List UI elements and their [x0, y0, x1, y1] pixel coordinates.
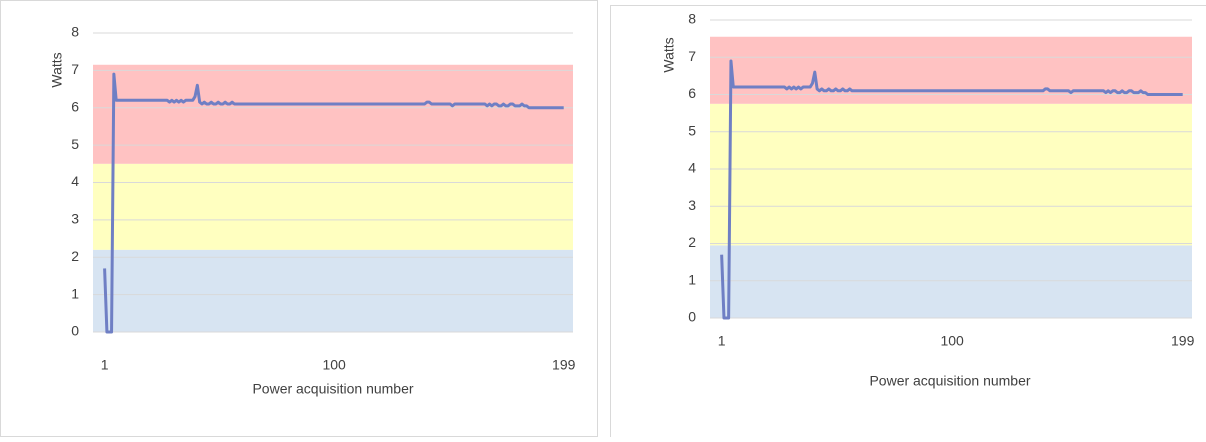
- y-tick-label: 8: [688, 11, 696, 27]
- y-tick-label: 6: [71, 98, 79, 114]
- x-axis-label: Power acquisition number: [869, 373, 1030, 389]
- y-tick-label: 0: [71, 323, 79, 339]
- y-tick-label: 1: [71, 285, 79, 301]
- y-axis-label: Watts: [49, 52, 65, 87]
- y-tick-label: 3: [71, 211, 79, 227]
- zone-band: [93, 65, 573, 164]
- y-tick-label: 4: [688, 160, 696, 176]
- y-tick-label: 4: [71, 173, 79, 189]
- x-tick-label: 100: [940, 333, 964, 349]
- y-tick-label: 7: [688, 48, 696, 64]
- y-tick-label: 6: [688, 85, 696, 101]
- y-tick-label: 5: [71, 136, 79, 152]
- x-axis-label: Power acquisition number: [252, 381, 413, 397]
- zone-band: [93, 250, 573, 332]
- x-tick-label: 1: [718, 333, 726, 349]
- zone-band: [93, 164, 573, 250]
- x-tick-label: 1: [101, 357, 109, 373]
- x-tick-label: 100: [322, 357, 346, 373]
- y-tick-label: 3: [688, 197, 696, 213]
- y-tick-label: 0: [688, 309, 696, 325]
- y-tick-label: 7: [71, 61, 79, 77]
- y-tick-label: 2: [71, 248, 79, 264]
- y-axis-label: Watts: [661, 37, 677, 72]
- x-tick-label: 199: [552, 357, 576, 373]
- zone-band: [710, 104, 1192, 246]
- x-tick-label: 199: [1171, 333, 1195, 349]
- y-tick-label: 1: [688, 271, 696, 287]
- y-tick-label: 8: [71, 24, 79, 40]
- y-tick-label: 2: [688, 234, 696, 250]
- y-tick-label: 5: [688, 122, 696, 138]
- zone-band: [710, 245, 1192, 318]
